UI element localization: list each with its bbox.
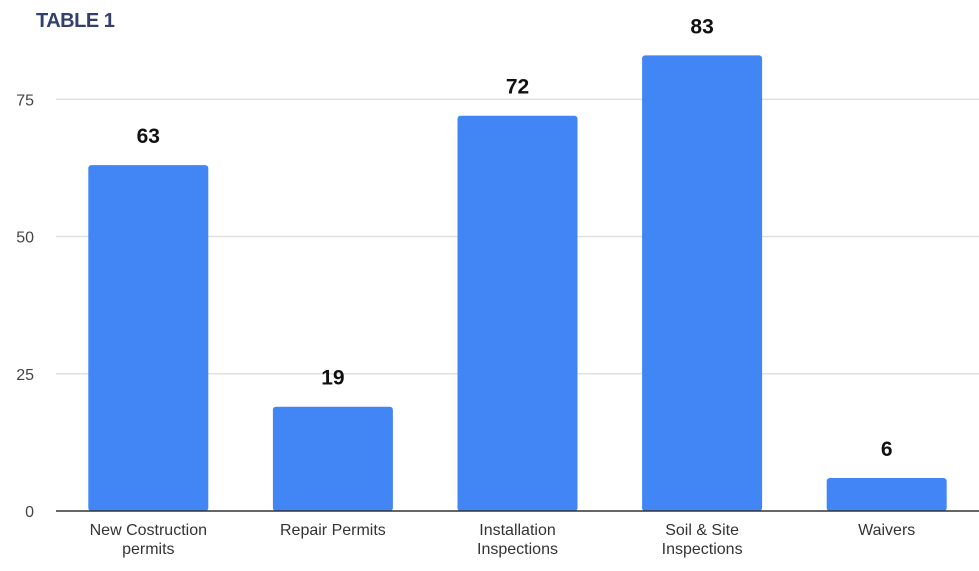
data-label: 72	[506, 76, 529, 99]
y-axis-ticks: 0 25 50 75	[16, 92, 34, 521]
x-tick-label: Waivers	[858, 522, 915, 539]
data-label: 63	[137, 125, 160, 148]
bar	[272, 406, 393, 511]
x-tick-label: Inspections	[662, 541, 743, 558]
data-labels: 63 19 72 83 6	[137, 15, 893, 461]
y-tick-label: 50	[16, 230, 34, 247]
data-label: 6	[881, 438, 893, 461]
y-tick-label: 25	[16, 367, 34, 384]
y-tick-label: 75	[16, 92, 34, 109]
x-tick-label: Inspections	[477, 541, 558, 558]
bar	[826, 478, 947, 511]
data-label: 19	[321, 367, 344, 390]
y-tick-label: 0	[25, 504, 34, 521]
x-tick-label: Repair Permits	[280, 522, 386, 539]
x-tick-label: Installation	[479, 522, 556, 539]
x-tick-label: Soil & Site	[665, 522, 739, 539]
bar	[642, 55, 763, 512]
bar	[88, 165, 209, 511]
x-tick-label: permits	[122, 541, 174, 558]
x-tick-label: New Costruction	[90, 522, 207, 539]
chart-title: TABLE 1	[36, 10, 115, 32]
bar	[457, 115, 578, 511]
data-label: 83	[690, 15, 713, 38]
x-axis-labels: New Costruction permits Repair Permits Inst…	[90, 522, 916, 558]
bars	[88, 55, 947, 512]
